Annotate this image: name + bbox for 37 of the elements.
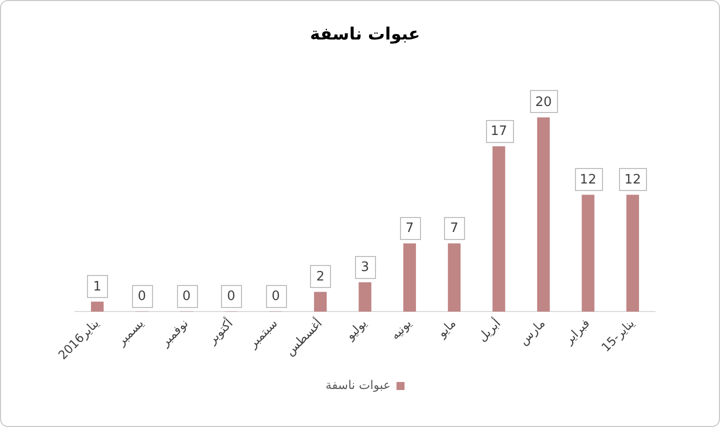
x-tick-label: يسمبر [114, 316, 146, 349]
chart-title: عبوات ناسفة [310, 24, 420, 45]
x-tick-label: أبريل [474, 315, 504, 344]
x-tick-label: أغسطس [282, 315, 325, 358]
bar [448, 243, 461, 312]
x-tick-label: مايو [434, 316, 459, 341]
data-label: 12 [580, 172, 596, 188]
bar [626, 194, 640, 312]
x-tick-label: يوليو [342, 316, 370, 344]
bar [314, 292, 327, 312]
data-label: 2 [316, 270, 325, 285]
x-tick-label: نوفمبر [157, 316, 191, 350]
x-tick-label: أكتوبر [204, 315, 236, 348]
data-label: 0 [138, 289, 146, 304]
x-tick-label: يناير2016 [56, 316, 102, 362]
x-tick-label: فبراير [561, 316, 592, 348]
data-label: 12 [624, 172, 641, 188]
data-label: 7 [450, 221, 458, 236]
data-label: 1 [93, 279, 102, 294]
bar [358, 282, 372, 312]
data-label: 0 [272, 289, 280, 304]
bar [492, 146, 506, 312]
bar [537, 117, 550, 312]
x-tick-label: مارس [516, 316, 548, 348]
x-tick-label: يناير-15 [598, 316, 638, 355]
x-tick-label: سبتمبر [245, 316, 280, 352]
data-label: 0 [182, 289, 191, 304]
data-label: 17 [490, 124, 508, 139]
data-label: 20 [535, 94, 552, 110]
data-label: 7 [405, 221, 414, 236]
data-label: 0 [227, 289, 236, 304]
data-label: 3 [360, 260, 370, 275]
bar [582, 194, 594, 312]
bar [403, 243, 416, 312]
x-tick-label: يونيه [388, 316, 414, 342]
legend-label: عبوات ناسفة [326, 378, 390, 392]
bar [90, 302, 104, 312]
